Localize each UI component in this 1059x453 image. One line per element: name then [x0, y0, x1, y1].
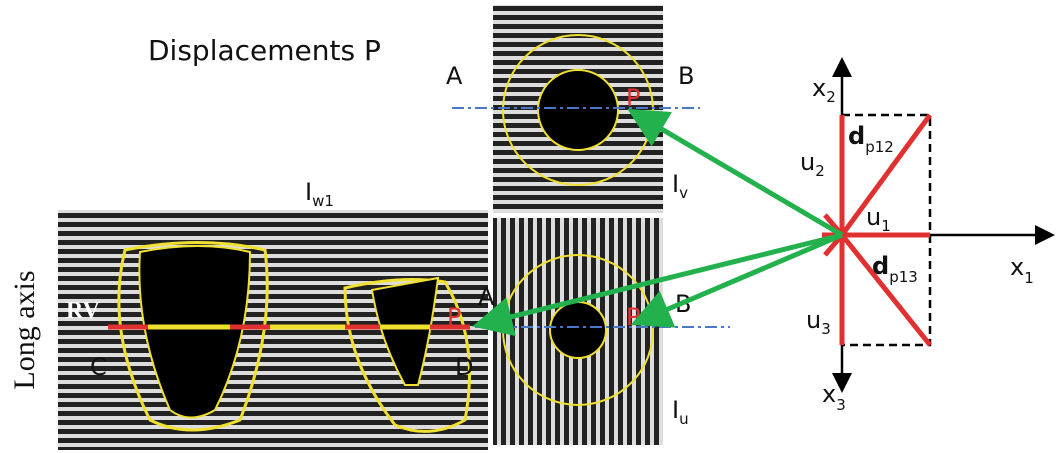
p-label: P: [626, 84, 640, 112]
long-axis-label: Long axis: [8, 270, 41, 389]
a-label: A: [478, 283, 495, 311]
x2-label: x2: [812, 74, 836, 106]
d-label: D: [455, 353, 473, 381]
p-label: P: [626, 303, 640, 331]
short-axis-top-image: [452, 5, 700, 213]
diagram: Displacements P Long axis RV C D P Iw1 A…: [0, 0, 1059, 453]
image-label: Iv: [672, 170, 688, 202]
long-axis-image: [58, 210, 488, 450]
title: Displacements P: [148, 34, 381, 67]
x1-label: x1: [1010, 253, 1034, 287]
u1-label: u1: [866, 203, 891, 235]
short-axis-bottom-image: [475, 218, 730, 445]
a-label: A: [446, 62, 463, 90]
p-label: P: [447, 303, 461, 331]
dp12-label: dp12: [848, 122, 894, 156]
image-label: Iu: [672, 396, 689, 428]
b-label: B: [678, 62, 694, 90]
image-label: Iw1: [305, 178, 334, 210]
c-label: C: [90, 353, 107, 381]
u2-label: u2: [800, 148, 825, 180]
u3-label: u3: [806, 306, 831, 338]
rv-label: RV: [66, 298, 100, 324]
